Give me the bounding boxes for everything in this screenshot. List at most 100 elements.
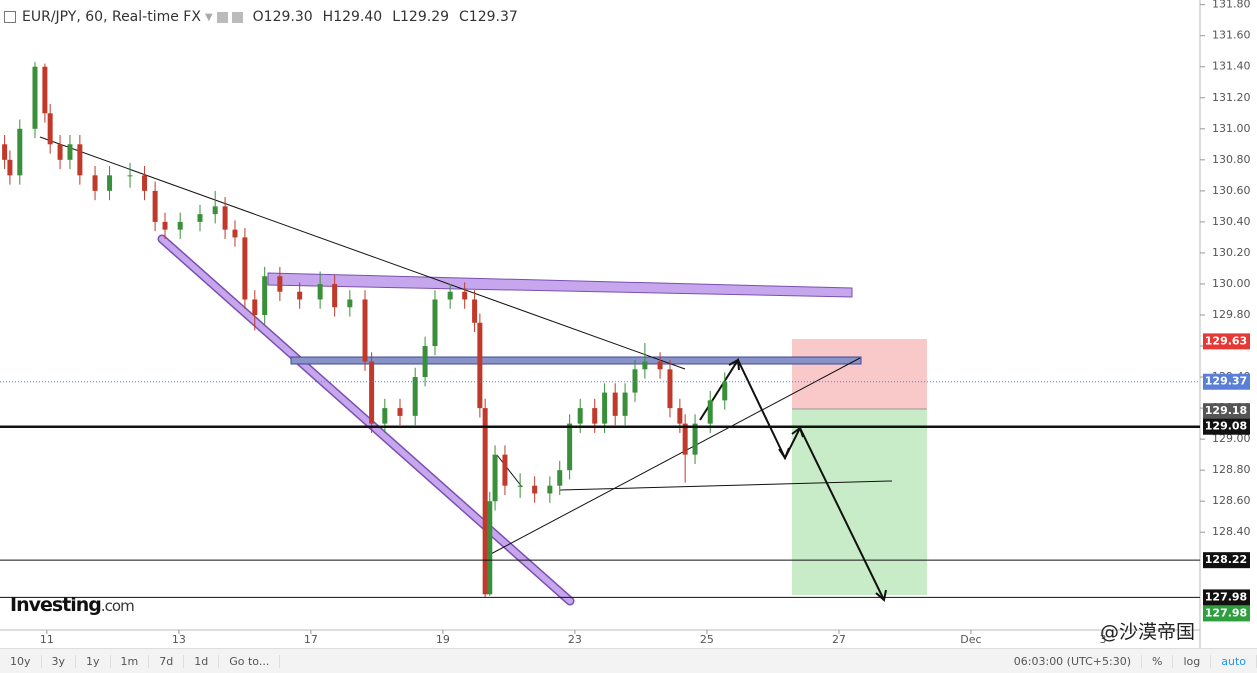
candle-body — [369, 361, 375, 424]
x-tick-label: 3 — [1099, 633, 1106, 646]
range-button[interactable]: 3y — [42, 654, 77, 668]
y-tick-label: 130.00 — [1212, 277, 1251, 290]
price-badge-label: 129.08 — [1205, 420, 1247, 433]
caret[interactable]: ▼ — [204, 11, 213, 23]
candle-body — [577, 408, 583, 424]
candle-body — [482, 408, 488, 595]
candle-body — [657, 361, 663, 370]
y-tick-label: 128.80 — [1212, 463, 1251, 476]
candle-body — [142, 175, 148, 191]
candle-body — [612, 392, 618, 416]
candle-body — [487, 501, 493, 595]
price-badge — [1203, 373, 1250, 390]
stop-zone — [792, 339, 927, 409]
watermark: @沙漠帝国 — [1100, 621, 1196, 643]
candle-body — [42, 66, 48, 114]
candle-body — [127, 175, 133, 177]
candle-body — [622, 392, 628, 416]
y-tick-label: 131.00 — [1212, 122, 1251, 135]
symbol: EUR/JPY, 60, Real-time FX — [22, 9, 201, 25]
candle-body — [472, 299, 478, 323]
scale-button[interactable]: % — [1142, 654, 1174, 668]
legend: EUR/JPY, 60, Real-time FX ▼ O129.30 H129.… — [0, 6, 518, 28]
y-tick-label: 131.60 — [1212, 29, 1251, 42]
price-badge-label: 129.18 — [1205, 404, 1247, 417]
arrow-head — [778, 447, 790, 461]
y-tick-label: 128.60 — [1212, 494, 1251, 507]
candle-body — [252, 299, 258, 315]
x-tick-label: Dec — [960, 633, 981, 646]
candle-body — [502, 454, 508, 486]
target-zone — [792, 409, 927, 595]
candle-body — [17, 128, 23, 176]
y-tick-label: 131.40 — [1212, 60, 1251, 73]
scale-button[interactable]: log — [1173, 654, 1212, 668]
range-button[interactable]: 1m — [111, 654, 150, 668]
candle-body — [362, 299, 368, 362]
candle-body — [92, 175, 98, 191]
collapse-icon[interactable] — [4, 11, 16, 23]
y-tick-label: 129.00 — [1212, 432, 1251, 445]
price-badge-label: 129.63 — [1205, 334, 1247, 347]
candle-body — [107, 175, 113, 191]
candle-body — [67, 144, 73, 160]
candle-body — [277, 276, 283, 292]
candle-body — [397, 408, 403, 416]
candle-body — [462, 291, 468, 300]
candle-body — [592, 408, 598, 424]
candle-body — [707, 400, 713, 424]
trendline — [496, 454, 523, 488]
candle-body — [547, 485, 553, 494]
ohlc-value: 129.29 — [400, 9, 450, 25]
candle-body — [517, 485, 523, 487]
channel-line — [159, 236, 573, 604]
y-tick-label: 129.80 — [1212, 308, 1251, 321]
range-button[interactable]: 1d — [184, 654, 220, 668]
x-tick-label: 19 — [436, 633, 450, 646]
price-badge — [1203, 552, 1250, 569]
icon[interactable] — [216, 11, 228, 23]
y-tick-label: 131.80 — [1212, 0, 1251, 11]
ohlc: O129.30 H129.40 L129.29 C129.37 — [243, 9, 518, 25]
candle-body — [152, 190, 158, 222]
range-button[interactable]: Go to... — [219, 654, 281, 668]
candle-body — [7, 159, 13, 176]
y-tick-label: 130.20 — [1212, 246, 1251, 259]
candle-body — [242, 237, 248, 300]
candle-body — [162, 221, 168, 230]
candle-body — [382, 408, 388, 424]
candle-body — [297, 291, 303, 300]
icon[interactable] — [231, 11, 243, 23]
arrow-head — [875, 589, 887, 602]
candle-body — [212, 206, 218, 215]
candle-body — [492, 454, 498, 502]
y-tick-label: 130.80 — [1212, 153, 1251, 166]
candle-body — [317, 283, 323, 300]
price-badge-label: 127.98 — [1205, 606, 1247, 619]
candle-body — [32, 66, 38, 129]
candle-body — [332, 283, 338, 308]
range-button[interactable]: 7d — [149, 654, 185, 668]
logo-text: Investing — [10, 594, 102, 616]
price-badge-label: 128.22 — [1205, 553, 1247, 566]
range-button[interactable]: 1y — [76, 654, 111, 668]
x-tick-label: 23 — [568, 633, 582, 646]
candle-body — [667, 369, 673, 409]
price-badge-label: 127.98 — [1205, 590, 1247, 603]
range-button[interactable]: 10y — [0, 654, 42, 668]
trendline — [559, 480, 893, 491]
y-tick-label: 128.40 — [1212, 525, 1251, 538]
candle-body — [632, 369, 638, 393]
candle-body — [232, 229, 238, 238]
price-badge — [1203, 333, 1250, 350]
price-badge — [1203, 605, 1250, 622]
supply-zone — [290, 356, 862, 365]
chart: 128.40128.60128.80129.00129.20129.40129.… — [0, 0, 1251, 648]
y-tick-label: 130.60 — [1212, 184, 1251, 197]
scale-button[interactable]: auto — [1211, 654, 1257, 668]
candle-body — [222, 206, 228, 230]
candle-body — [77, 144, 83, 176]
price-badge — [1203, 589, 1250, 606]
candle-body — [532, 485, 538, 494]
candle-body — [567, 423, 573, 471]
